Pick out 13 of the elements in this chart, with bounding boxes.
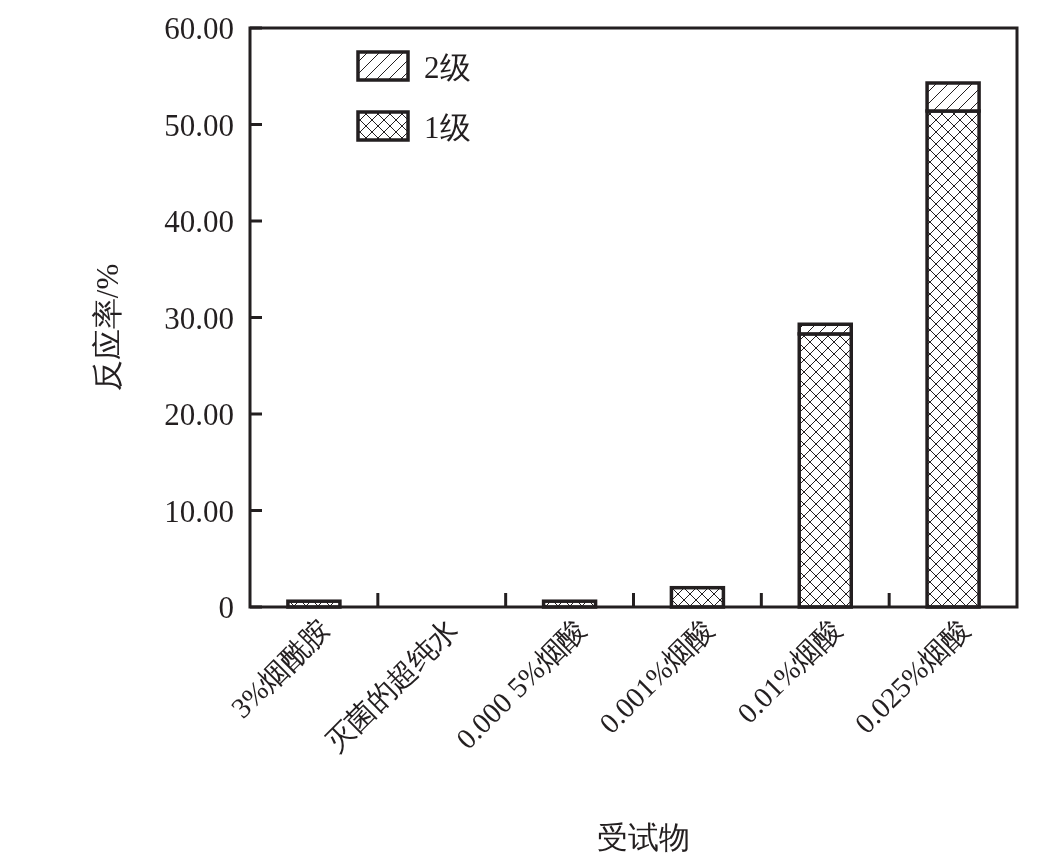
legend-item: 1级 [356,110,471,145]
x-axis-title: 受试物 [597,820,690,855]
y-tick-label: 0 [218,590,234,625]
y-tick-label: 40.00 [164,204,234,239]
y-tick-label: 30.00 [164,300,234,336]
y-tick-label: 10.00 [164,493,234,529]
y-tick-label: 50.00 [164,107,234,143]
y-tick-label: 20.00 [164,397,234,432]
legend-label: 1级 [424,110,471,145]
y-tick-label: 60.00 [164,11,234,46]
legend-item: 2级 [356,50,471,85]
y-axis-title: 反应率/% [90,263,125,392]
legend-label: 2级 [424,50,471,85]
